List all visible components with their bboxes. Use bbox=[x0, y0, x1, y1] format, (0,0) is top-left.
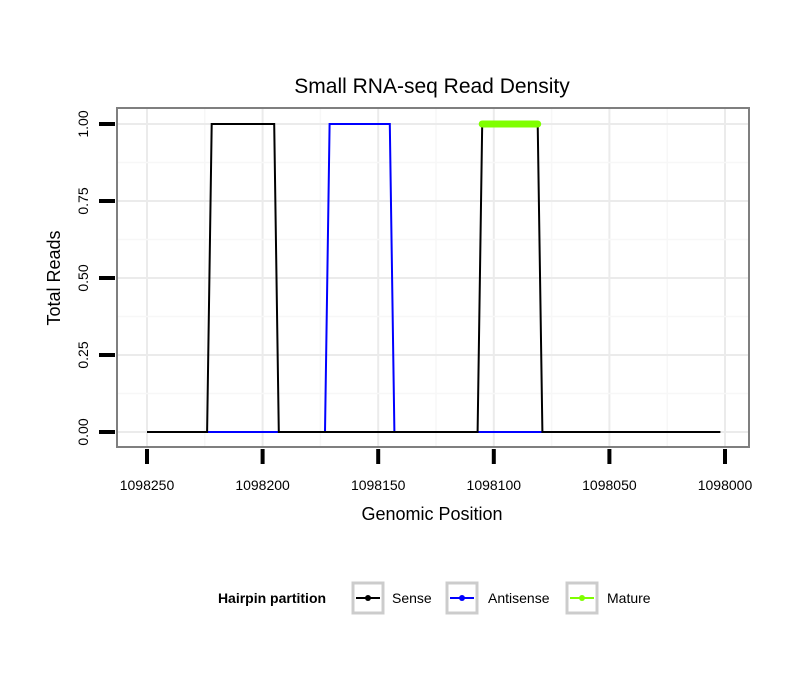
legend-point-antisense bbox=[459, 595, 465, 601]
axes: 1098250 1098200 1098150 1098100 1098050 10980… bbox=[75, 110, 752, 493]
legend-items: Sense Antisense Mature bbox=[351, 581, 651, 615]
y-tick-label: 0.00 bbox=[75, 418, 91, 445]
chart-title: Small RNA-seq Read Density bbox=[294, 75, 570, 98]
legend: Hairpin partition Sense Antisense Mature bbox=[218, 581, 651, 615]
x-tick-label: 1098100 bbox=[467, 477, 522, 493]
series-line-sense bbox=[147, 123, 721, 433]
y-axis-label: Total Reads bbox=[44, 230, 64, 325]
plot-panel-border bbox=[116, 107, 750, 448]
legend-title: Hairpin partition bbox=[218, 590, 326, 606]
legend-point-mature bbox=[579, 595, 585, 601]
x-tick-label: 1098200 bbox=[235, 477, 290, 493]
x-axis-label: Genomic Position bbox=[361, 504, 502, 524]
x-tick-label: 1098250 bbox=[120, 477, 175, 493]
y-tick-label: 1.00 bbox=[75, 110, 91, 137]
legend-label-mature: Mature bbox=[607, 590, 651, 606]
y-tick-label: 0.25 bbox=[75, 341, 91, 368]
data-series bbox=[147, 120, 721, 433]
x-tick-label: 1098000 bbox=[698, 477, 753, 493]
x-tick-label: 1098150 bbox=[351, 477, 406, 493]
legend-point-sense bbox=[365, 595, 371, 601]
y-tick-label: 0.75 bbox=[75, 187, 91, 214]
legend-label-sense: Sense bbox=[392, 590, 432, 606]
x-tick-label: 1098050 bbox=[582, 477, 637, 493]
y-tick-label: 0.50 bbox=[75, 264, 91, 291]
legend-label-antisense: Antisense bbox=[488, 590, 550, 606]
